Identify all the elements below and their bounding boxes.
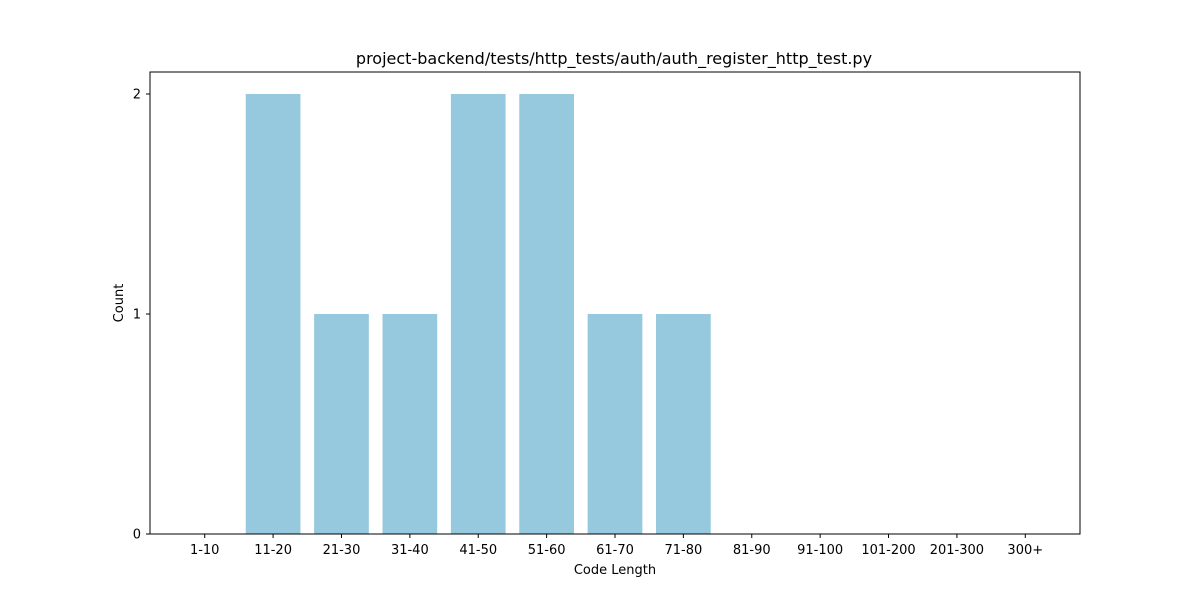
bar-21-30 [314,314,369,534]
y-tick-label: 0 [133,528,141,543]
x-tick-label: 1-10 [190,543,220,558]
x-tick-label: 61-70 [596,543,634,558]
x-axis: 1-10 11-20 21-30 31-40 41-50 51-60 61-70 71-80 8… [190,534,1043,558]
bar-11-20 [245,94,301,534]
x-tick-label: 71-80 [664,543,702,558]
y-axis: 0 1 2 [133,88,150,543]
x-tick-label: 11-20 [254,543,292,558]
bar-71-80 [656,314,711,534]
bar-31-40 [382,314,438,534]
x-tick-label: 300+ [1007,543,1043,558]
chart-title: project-backend/tests/http_tests/auth/au… [356,49,872,69]
bars-layer [245,94,711,534]
x-axis-label: Code Length [574,563,656,578]
x-tick-label: 51-60 [528,543,566,558]
x-tick-label: 81-90 [733,543,771,558]
x-tick-label: 101-200 [861,543,915,558]
bar-61-70 [587,314,643,534]
x-tick-label: 21-30 [323,543,361,558]
y-tick-label: 2 [133,88,141,103]
x-tick-label: 31-40 [391,543,429,558]
bar-51-60 [519,94,574,534]
x-tick-label: 41-50 [459,543,497,558]
y-tick-label: 1 [133,308,141,323]
x-tick-label: 91-100 [797,543,843,558]
bar-41-50 [450,94,506,534]
y-axis-label: Count [112,284,127,323]
x-tick-label: 201-300 [930,543,984,558]
